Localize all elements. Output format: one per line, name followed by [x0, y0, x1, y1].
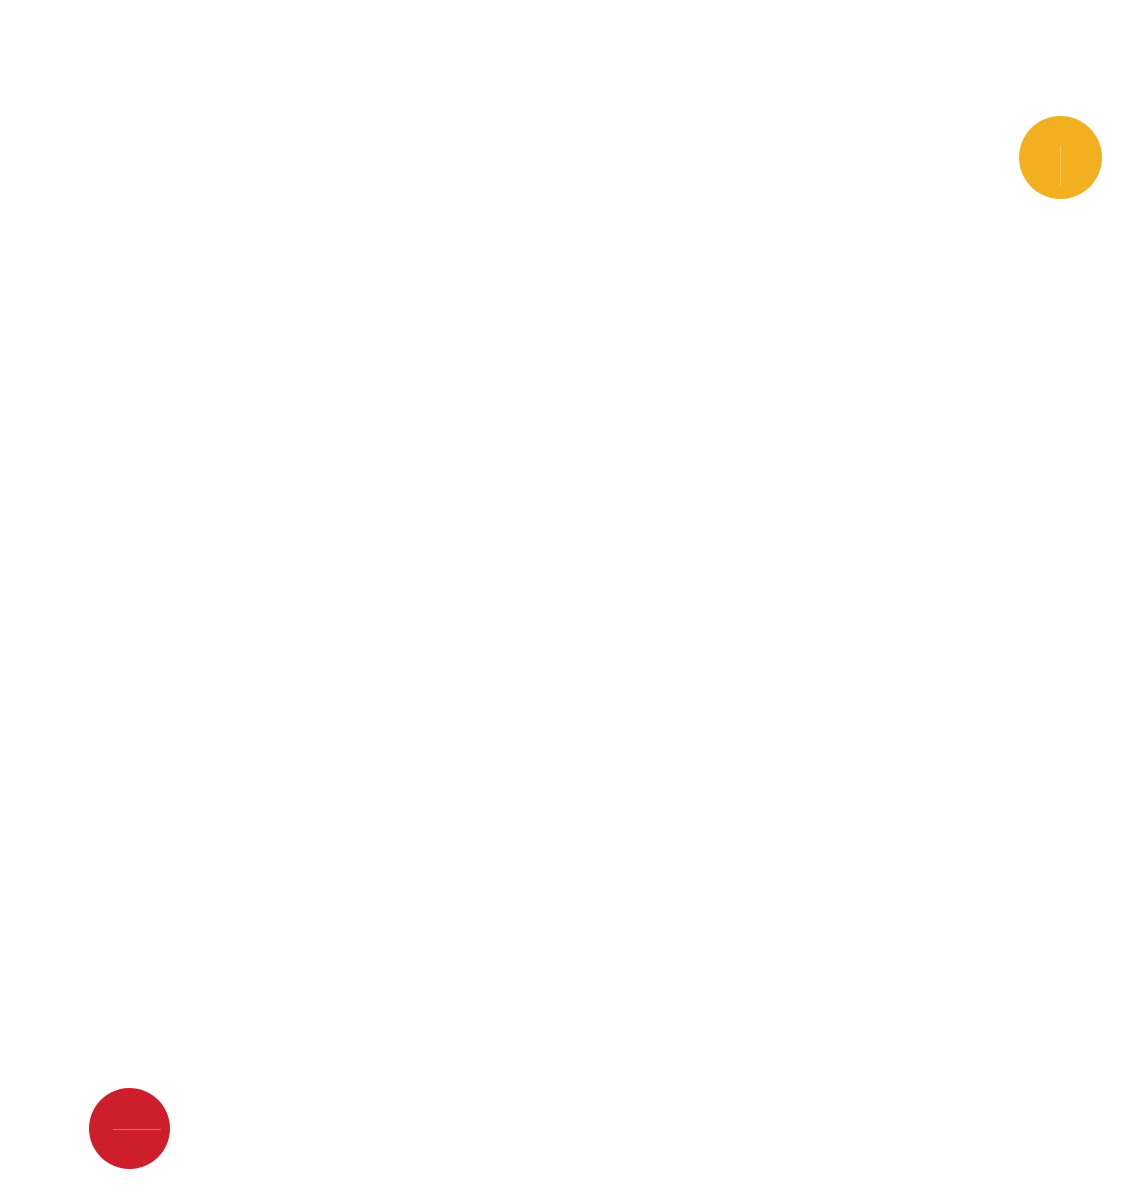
- dot-mark: [113, 1129, 161, 1130]
- red-dot: [89, 1088, 170, 1169]
- dot-mark: [1060, 146, 1061, 186]
- yellow-dot: [1019, 116, 1102, 199]
